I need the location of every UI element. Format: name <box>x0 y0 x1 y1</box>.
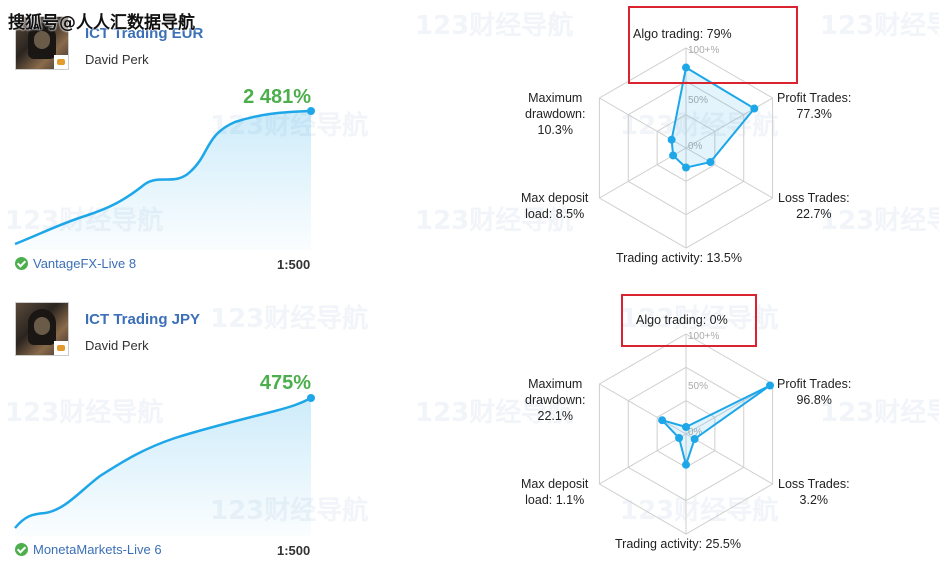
flag-icon <box>54 341 68 355</box>
broker-name[interactable]: MonetaMarkets-Live 6 <box>33 542 162 557</box>
profit-trades-value: 77.3% <box>796 107 832 121</box>
radar-label-algo-trading: Algo trading: 0% <box>636 313 728 327</box>
loss-trades-title: Loss Trades: <box>778 477 850 491</box>
max-deposit-title: Max deposit <box>521 477 589 491</box>
max-deposit-value: load: 1.1% <box>525 493 585 507</box>
author-name[interactable]: David Perk <box>85 52 149 67</box>
radar-label-trading-activity: Trading activity: 13.5% <box>616 251 742 265</box>
author-name[interactable]: David Perk <box>85 338 149 353</box>
radar-scale-label: 100+% <box>688 331 720 342</box>
radar-chart: 100+% 50% 0% <box>598 331 775 535</box>
radar-label-profit-trades: Profit Trades: 77.3% <box>777 90 851 122</box>
flag-icon <box>54 55 68 69</box>
profit-trades-value: 96.8% <box>796 393 832 407</box>
max-drawdown-title-2: drawdown: <box>525 107 586 121</box>
max-drawdown-title: Maximum <box>528 91 583 105</box>
profit-trades-title: Profit Trades: <box>777 91 852 105</box>
radar-point-loss <box>706 158 715 167</box>
radar-scale-label: 50% <box>688 95 708 106</box>
max-drawdown-value: 22.1% <box>537 409 573 423</box>
radar-point-deposit <box>675 434 684 443</box>
growth-percent: 475% <box>259 372 311 394</box>
radar-label-max-drawdown: Maximum drawdown: 10.3% <box>525 90 585 138</box>
growth-area <box>15 398 311 536</box>
radar-label-max-deposit: Max deposit load: 1.1% <box>521 476 588 508</box>
signal-card: ICT Trading EUR David Perk 2 481% Vantag… <box>0 0 939 286</box>
radar-axis <box>599 383 687 435</box>
radar-point-profit <box>766 381 775 390</box>
verified-check-icon <box>15 257 28 270</box>
radar-label-profit-trades: Profit Trades: 96.8% <box>777 376 851 408</box>
growth-percent: 2 481% <box>243 86 311 108</box>
system-name-link[interactable]: ICT Trading EUR <box>85 25 204 42</box>
broker-name[interactable]: VantageFX-Live 8 <box>33 256 137 271</box>
source-watermark: 搜狐号@人人汇数据导航 <box>8 13 195 33</box>
leverage-value: 1:500 <box>277 257 311 272</box>
system-name-link[interactable]: ICT Trading JPY <box>85 311 201 328</box>
broker-server[interactable]: VantageFX-Live 8 <box>15 256 136 271</box>
radar-scale-label: 50% <box>688 381 708 392</box>
profit-trades-title: Profit Trades: <box>777 377 852 391</box>
radar-label-max-deposit: Max deposit load: 8.5% <box>521 190 588 222</box>
verified-check-icon <box>15 543 28 556</box>
growth-line <box>14 396 312 529</box>
radar-point-deposit <box>669 151 678 160</box>
avatar[interactable] <box>15 16 69 70</box>
radar-point-profit <box>750 104 759 113</box>
radar-label-algo-trading: Algo trading: 79% <box>633 27 732 41</box>
highlight-box <box>628 6 798 84</box>
radar-value-shape <box>658 384 771 469</box>
radar-chart: 100+% 50% 0% <box>598 45 774 249</box>
max-drawdown-value: 10.3% <box>537 123 573 137</box>
radar-scale-label: 100+% <box>688 45 720 56</box>
radar-scale-label: 0% <box>688 427 703 438</box>
radar-label-loss-trades: Loss Trades: 22.7% <box>778 190 850 222</box>
radar-point-activity <box>682 163 690 172</box>
radar-point-drawdown <box>658 416 667 425</box>
radar-axis <box>685 147 773 199</box>
radar-point-algo <box>682 63 690 72</box>
radar-point-algo <box>682 423 690 431</box>
radar-scale-label: 0% <box>688 141 703 152</box>
radar-label-max-drawdown: Maximum drawdown: 22.1% <box>525 376 585 424</box>
max-deposit-title: Max deposit <box>521 191 589 205</box>
radar-point-drawdown <box>667 135 676 144</box>
radar-axis <box>685 97 773 149</box>
broker-server[interactable]: MonetaMarkets-Live 6 <box>15 542 162 557</box>
leverage-value: 1:500 <box>277 543 311 558</box>
growth-chart <box>14 394 315 536</box>
max-drawdown-title: Maximum <box>528 377 583 391</box>
avatar[interactable] <box>15 302 69 356</box>
radar-label-trading-activity: Trading activity: 25.5% <box>615 537 741 551</box>
radar-axis <box>685 433 773 485</box>
growth-end-point <box>307 394 315 402</box>
growth-chart <box>14 107 315 250</box>
max-deposit-value: load: 8.5% <box>525 207 585 221</box>
loss-trades-value: 3.2% <box>799 493 829 507</box>
radar-label-loss-trades: Loss Trades: 3.2% <box>778 476 850 508</box>
radar-point-activity <box>682 460 690 469</box>
growth-line <box>14 109 312 246</box>
radar-point-loss <box>690 434 699 443</box>
growth-end-point <box>307 107 315 115</box>
loss-trades-title: Loss Trades: <box>778 191 850 205</box>
max-drawdown-title-2: drawdown: <box>525 393 586 407</box>
loss-trades-value: 22.7% <box>796 207 832 221</box>
radar-axis <box>599 433 687 485</box>
highlight-box <box>621 294 757 347</box>
signal-card: ICT Trading JPY David Perk 475% MonetaMa… <box>0 286 939 572</box>
